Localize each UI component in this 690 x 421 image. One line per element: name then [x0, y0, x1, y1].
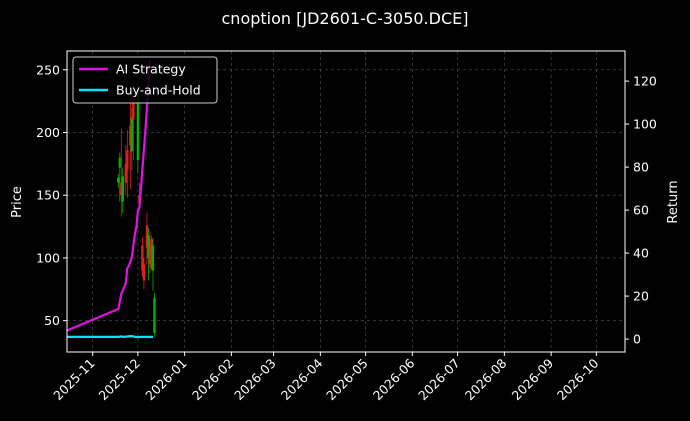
candle-body [136, 92, 140, 161]
candle-body [120, 182, 123, 196]
plot-frame [66, 50, 626, 353]
candle-body [124, 163, 128, 183]
candle-body [148, 245, 152, 265]
left-y-tick-label: 150 [36, 188, 60, 203]
right-y-tick-label: 0 [633, 332, 641, 347]
right-y-tick-label: 40 [633, 246, 649, 261]
candle-body [117, 177, 120, 183]
candle-body [151, 245, 155, 271]
legend: AI Strategy Buy-and-Hold [72, 56, 218, 104]
candle-body [150, 239, 153, 268]
right-y-tick-label: 20 [633, 289, 649, 304]
return-series [66, 59, 153, 339]
right-y-tick-label: 80 [633, 160, 649, 175]
right-y-tick-label: 100 [633, 117, 657, 132]
candle-body [132, 94, 135, 120]
right-y-tick-label: 120 [633, 74, 657, 89]
legend-box [72, 56, 218, 104]
right-y-tick-label: 60 [633, 203, 649, 218]
buy-hold-line [67, 335, 153, 339]
chart-title: cnoption [JD2601-C-3050.DCE] [222, 9, 469, 28]
candle-body [147, 235, 150, 258]
left-y-tick-label: 100 [36, 250, 60, 265]
legend-label-buy-hold: Buy-and-Hold [116, 83, 201, 98]
left-axis: 50 100 150 200 250 [36, 62, 67, 328]
candle-body [118, 157, 121, 168]
right-axis: 0 20 40 60 80 100 120 [625, 74, 657, 347]
candle-body [129, 126, 132, 146]
candle-body [121, 176, 124, 202]
left-y-tick-label: 250 [36, 62, 60, 77]
left-y-tick-label: 50 [44, 313, 60, 328]
right-axis-title: Return [666, 180, 681, 223]
candle-body [130, 117, 134, 152]
candle-body [153, 298, 156, 334]
left-y-tick-label: 200 [36, 125, 60, 140]
left-axis-title: Price [10, 186, 25, 218]
legend-label-ai-strategy: AI Strategy [116, 62, 186, 77]
candle-body [142, 264, 146, 281]
candle-body [126, 150, 129, 171]
candle-body [145, 225, 149, 248]
candle-body [141, 245, 144, 271]
ai-strategy-line [66, 59, 151, 332]
